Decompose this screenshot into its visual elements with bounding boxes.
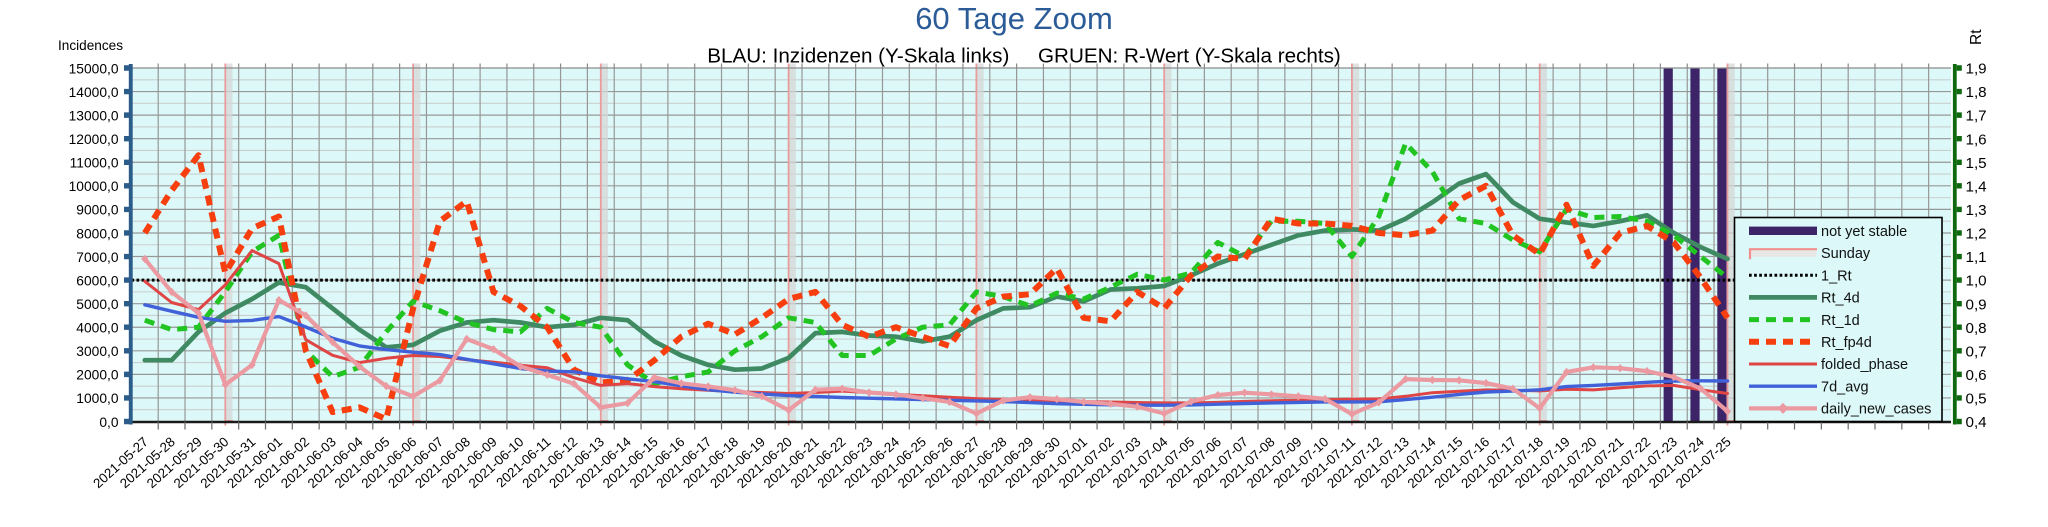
svg-text:1,0: 1,0 — [1966, 273, 1987, 290]
svg-text:daily_new_cases: daily_new_cases — [1821, 402, 1931, 418]
svg-text:7000,0: 7000,0 — [76, 250, 119, 265]
svg-text:Rt_1d: Rt_1d — [1821, 313, 1860, 329]
svg-text:1000,0: 1000,0 — [76, 391, 119, 406]
svg-text:Sunday: Sunday — [1821, 246, 1871, 262]
svg-text:4000,0: 4000,0 — [76, 321, 119, 336]
svg-text:15000,0: 15000,0 — [69, 61, 119, 76]
svg-text:0,5: 0,5 — [1966, 391, 1987, 408]
svg-text:3000,0: 3000,0 — [76, 344, 119, 359]
svg-text:Rt_fp4d: Rt_fp4d — [1821, 335, 1872, 351]
svg-text:1,2: 1,2 — [1966, 226, 1987, 243]
svg-text:0,9: 0,9 — [1966, 296, 1987, 313]
svg-text:0,6: 0,6 — [1966, 367, 1987, 384]
svg-text:9000,0: 9000,0 — [76, 203, 119, 218]
svg-text:not yet stable: not yet stable — [1821, 224, 1907, 240]
svg-text:60 Tage Zoom: 60 Tage Zoom — [915, 1, 1113, 36]
svg-text:Incidences: Incidences — [58, 38, 123, 53]
svg-text:0,8: 0,8 — [1966, 320, 1987, 337]
svg-text:1_Rt: 1_Rt — [1821, 268, 1852, 284]
svg-text:Rt_4d: Rt_4d — [1821, 291, 1860, 307]
svg-text:13000,0: 13000,0 — [69, 108, 119, 123]
svg-text:14000,0: 14000,0 — [69, 85, 119, 100]
svg-text:0,0: 0,0 — [99, 415, 119, 430]
svg-text:folded_phase: folded_phase — [1821, 357, 1908, 373]
svg-text:1,7: 1,7 — [1966, 108, 1987, 125]
svg-text:BLAU: Inzidenzen (Y-Skala link: BLAU: Inzidenzen (Y-Skala links) GRUEN: … — [707, 45, 1341, 68]
svg-text:1,8: 1,8 — [1966, 84, 1987, 101]
svg-text:1,9: 1,9 — [1966, 61, 1987, 78]
svg-text:0,7: 0,7 — [1966, 343, 1987, 360]
svg-text:11000,0: 11000,0 — [70, 156, 119, 171]
svg-text:6000,0: 6000,0 — [76, 273, 119, 288]
svg-text:10000,0: 10000,0 — [69, 179, 119, 194]
svg-text:1,1: 1,1 — [1966, 249, 1987, 266]
svg-text:7d_avg: 7d_avg — [1821, 379, 1869, 395]
svg-text:0,4: 0,4 — [1966, 414, 1987, 431]
svg-text:1,3: 1,3 — [1966, 202, 1987, 219]
svg-text:8000,0: 8000,0 — [76, 226, 119, 241]
svg-text:5000,0: 5000,0 — [76, 297, 119, 312]
svg-text:12000,0: 12000,0 — [69, 132, 119, 147]
svg-text:1,6: 1,6 — [1966, 131, 1987, 148]
svg-text:2000,0: 2000,0 — [76, 368, 119, 383]
svg-text:1,4: 1,4 — [1966, 178, 1987, 195]
svg-text:Rt: Rt — [1968, 29, 1985, 45]
svg-text:1,5: 1,5 — [1966, 155, 1987, 172]
